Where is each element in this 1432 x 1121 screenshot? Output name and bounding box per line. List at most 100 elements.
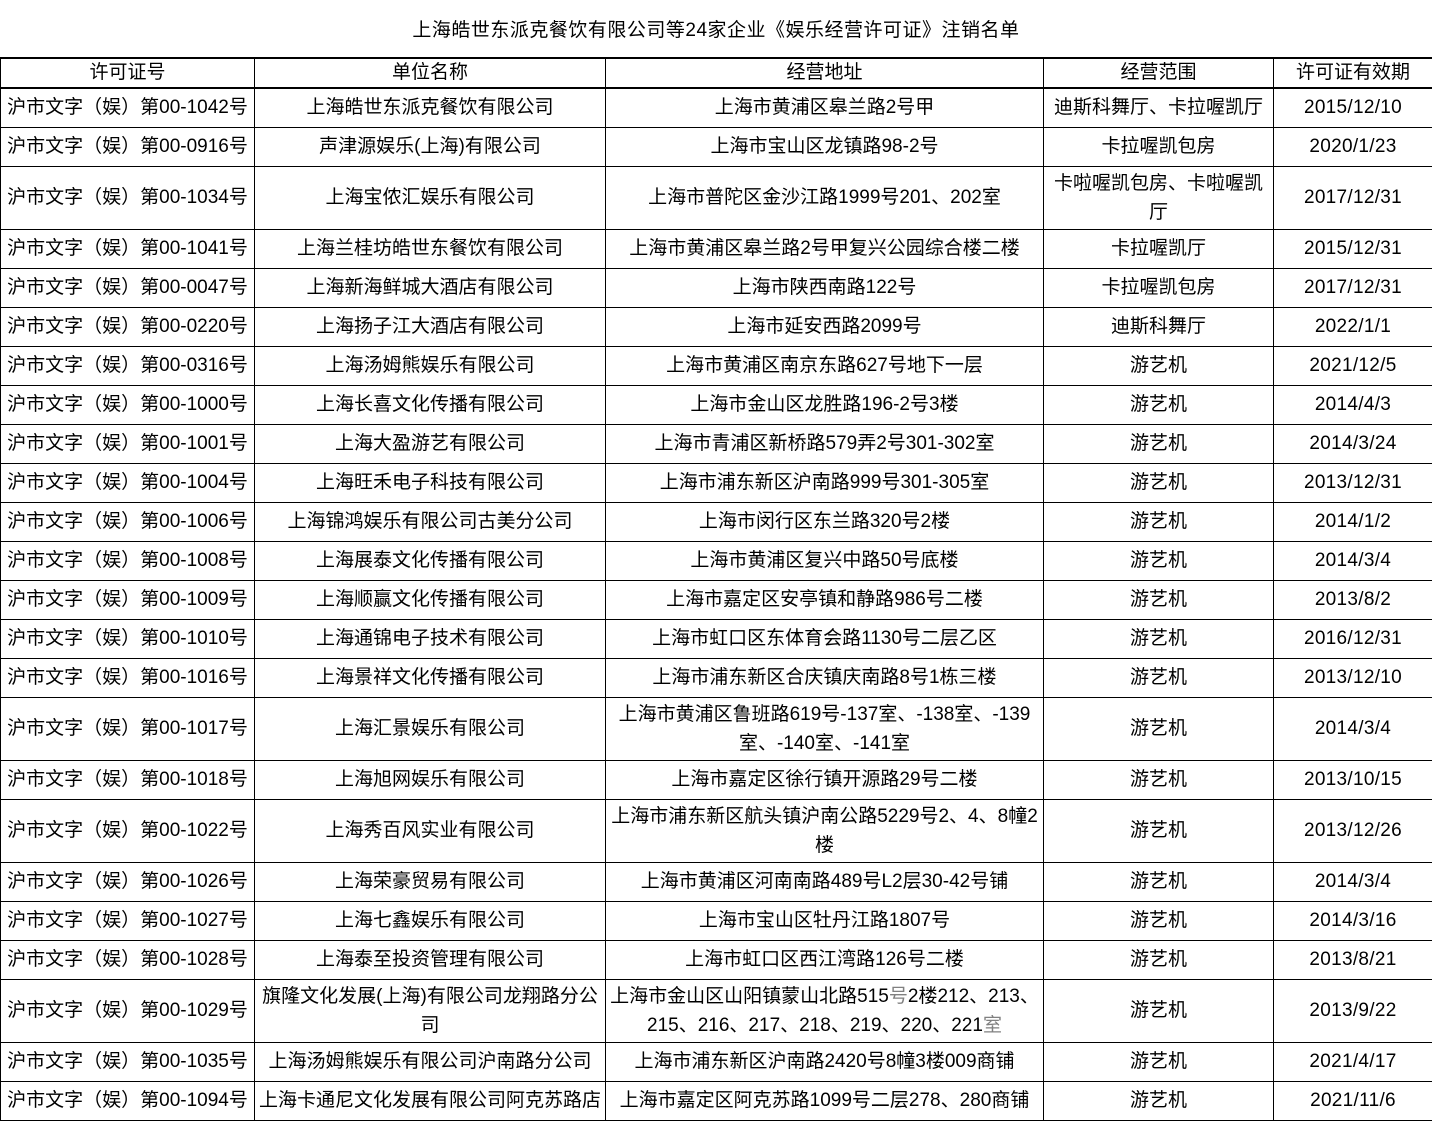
address-cell: 上海市青浦区新桥路579弄2号301-302室 <box>605 423 1044 464</box>
scope-cell: 游艺机 <box>1043 384 1274 425</box>
address-cell: 上海市浦东新区沪南路999号301-305室 <box>605 462 1044 503</box>
table-row: 沪市文字（娱）第00-0916号 声津源娱乐(上海)有限公司 上海市宝山区龙镇路98… <box>0 126 1432 167</box>
expiry-cell: 2021/4/17 <box>1273 1041 1432 1082</box>
table-row: 沪市文字（娱）第00-1042号 上海皓世东派克餐饮有限公司 上海市黄浦区皋兰路2号… <box>0 87 1432 128</box>
license-cell: 沪市文字（娱）第00-1017号 <box>0 696 255 761</box>
table-row: 沪市文字（娱）第00-1027号 上海七鑫娱乐有限公司 上海市宝山区牡丹江路1807… <box>0 900 1432 941</box>
scope-cell: 游艺机 <box>1043 345 1274 386</box>
scope-cell: 游艺机 <box>1043 861 1274 902</box>
table-row: 沪市文字（娱）第00-1041号 上海兰桂坊皓世东餐饮有限公司 上海市黄浦区皋兰路2… <box>0 228 1432 269</box>
license-cell: 沪市文字（娱）第00-1041号 <box>0 228 255 269</box>
license-cell: 沪市文字（娱）第00-1000号 <box>0 384 255 425</box>
table-row: 沪市文字（娱）第00-1010号 上海通锦电子技术有限公司 上海市虹口区东体育会路1… <box>0 618 1432 659</box>
expiry-cell: 2013/10/15 <box>1273 759 1432 800</box>
expiry-cell: 2013/8/2 <box>1273 579 1432 620</box>
col-header-company-name: 单位名称 <box>254 57 606 89</box>
license-cell: 沪市文字（娱）第00-1027号 <box>0 900 255 941</box>
table-row: 沪市文字（娱）第00-1000号 上海长喜文化传播有限公司 上海市金山区龙胜路196… <box>0 384 1432 425</box>
col-header-license-number: 许可证号 <box>0 57 255 89</box>
scope-cell: 卡拉喔凯包房 <box>1043 126 1274 167</box>
license-cell: 沪市文字（娱）第00-1006号 <box>0 501 255 542</box>
table-row: 沪市文字（娱）第00-1035号 上海汤姆熊娱乐有限公司沪南路分公司 上海市浦东新区… <box>0 1041 1432 1082</box>
address-cell: 上海市黄浦区皋兰路2号甲复兴公园综合楼二楼 <box>605 228 1044 269</box>
table-body: 沪市文字（娱）第00-1042号 上海皓世东派克餐饮有限公司 上海市黄浦区皋兰路2号… <box>0 87 1432 1121</box>
license-cell: 沪市文字（娱）第00-1010号 <box>0 618 255 659</box>
page-title: 上海皓世东派克餐饮有限公司等24家企业《娱乐经营许可证》注销名单 <box>412 20 1020 41</box>
expiry-cell: 2014/3/4 <box>1273 696 1432 761</box>
expiry-cell: 2014/3/16 <box>1273 900 1432 941</box>
license-cell: 沪市文字（娱）第00-1001号 <box>0 423 255 464</box>
expiry-cell: 2014/3/4 <box>1273 540 1432 581</box>
address-cell: 上海市虹口区西江湾路126号二楼 <box>605 939 1044 980</box>
company-cell: 上海荣豪贸易有限公司 <box>254 861 606 902</box>
table-row: 沪市文字（娱）第00-1004号 上海旺禾电子科技有限公司 上海市浦东新区沪南路99… <box>0 462 1432 503</box>
company-cell: 上海泰至投资管理有限公司 <box>254 939 606 980</box>
company-cell: 上海七鑫娱乐有限公司 <box>254 900 606 941</box>
expiry-cell: 2015/12/10 <box>1273 87 1432 128</box>
company-cell: 上海汤姆熊娱乐有限公司 <box>254 345 606 386</box>
scope-cell: 游艺机 <box>1043 939 1274 980</box>
company-cell: 上海通锦电子技术有限公司 <box>254 618 606 659</box>
address-cell: 上海市浦东新区沪南路2420号8幢3楼009商铺 <box>605 1041 1044 1082</box>
company-cell: 声津源娱乐(上海)有限公司 <box>254 126 606 167</box>
company-cell: 上海卡通尼文化发展有限公司阿克苏路店 <box>254 1080 606 1121</box>
expiry-cell: 2020/1/23 <box>1273 126 1432 167</box>
scope-cell: 游艺机 <box>1043 462 1274 503</box>
address-cell: 上海市嘉定区安亭镇和静路986号二楼 <box>605 579 1044 620</box>
license-cancellation-table: 许可证号 单位名称 经营地址 经营范围 许可证有效期 沪市文字（娱）第00-10… <box>0 57 1432 1121</box>
table-row: 沪市文字（娱）第00-1016号 上海景祥文化传播有限公司 上海市浦东新区合庆镇庆南… <box>0 657 1432 698</box>
expiry-cell: 2013/12/26 <box>1273 798 1432 863</box>
license-cell: 沪市文字（娱）第00-1026号 <box>0 861 255 902</box>
company-cell: 上海大盈游艺有限公司 <box>254 423 606 464</box>
expiry-cell: 2021/12/5 <box>1273 345 1432 386</box>
address-cell: 上海市黄浦区鲁班路619号-137室、-138室、-139室、-140室、-14… <box>605 696 1044 761</box>
address-cell: 上海市嘉定区徐行镇开源路29号二楼 <box>605 759 1044 800</box>
scope-cell: 游艺机 <box>1043 1080 1274 1121</box>
expiry-cell: 2016/12/31 <box>1273 618 1432 659</box>
scope-cell: 游艺机 <box>1043 501 1274 542</box>
address-cell: 上海市宝山区牡丹江路1807号 <box>605 900 1044 941</box>
table-row: 沪市文字（娱）第00-1028号 上海泰至投资管理有限公司 上海市虹口区西江湾路12… <box>0 939 1432 980</box>
address-segment: 室 <box>982 1014 1002 1036</box>
table-row: 沪市文字（娱）第00-1009号 上海顺赢文化传播有限公司 上海市嘉定区安亭镇和静路… <box>0 579 1432 620</box>
license-cell: 沪市文字（娱）第00-1009号 <box>0 579 255 620</box>
company-cell: 上海皓世东派克餐饮有限公司 <box>254 87 606 128</box>
table-row: 沪市文字（娱）第00-0047号 上海新海鲜城大酒店有限公司 上海市陕西南路122号… <box>0 267 1432 308</box>
address-cell: 上海市黄浦区河南南路489号L2层30-42号铺 <box>605 861 1044 902</box>
license-cell: 沪市文字（娱）第00-0047号 <box>0 267 255 308</box>
address-cell: 上海市陕西南路122号 <box>605 267 1044 308</box>
scope-cell: 游艺机 <box>1043 978 1274 1043</box>
scope-cell: 游艺机 <box>1043 423 1274 464</box>
expiry-cell: 2017/12/31 <box>1273 267 1432 308</box>
address-cell: 上海市闵行区东兰路320号2楼 <box>605 501 1044 542</box>
license-cell: 沪市文字（娱）第00-1016号 <box>0 657 255 698</box>
table-row: 沪市文字（娱）第00-1022号 上海秀百风实业有限公司 上海市浦东新区航头镇沪南公… <box>0 798 1432 863</box>
scope-cell: 游艺机 <box>1043 696 1274 761</box>
address-segment: 号 <box>888 985 908 1007</box>
company-cell: 上海汤姆熊娱乐有限公司沪南路分公司 <box>254 1041 606 1082</box>
expiry-cell: 2014/1/2 <box>1273 501 1432 542</box>
address-cell: 上海市金山区山阳镇蒙山北路515号2楼212、213、215、216、217、2… <box>605 978 1044 1043</box>
company-cell: 上海旺禾电子科技有限公司 <box>254 462 606 503</box>
company-cell: 上海宝侬汇娱乐有限公司 <box>254 165 606 230</box>
address-segment: 上海市金山区山阳镇蒙山北路515 <box>610 985 889 1007</box>
expiry-cell: 2022/1/1 <box>1273 306 1432 347</box>
col-header-business-scope: 经营范围 <box>1043 57 1274 89</box>
scope-cell: 卡拉喔凯包房 <box>1043 267 1274 308</box>
col-header-business-address: 经营地址 <box>605 57 1044 89</box>
address-cell: 上海市黄浦区复兴中路50号底楼 <box>605 540 1044 581</box>
table-row: 沪市文字（娱）第00-0220号 上海扬子江大酒店有限公司 上海市延安西路2099号… <box>0 306 1432 347</box>
expiry-cell: 2015/12/31 <box>1273 228 1432 269</box>
license-cell: 沪市文字（娱）第00-1028号 <box>0 939 255 980</box>
table-row: 沪市文字（娱）第00-1008号 上海展泰文化传播有限公司 上海市黄浦区复兴中路50… <box>0 540 1432 581</box>
company-cell: 上海扬子江大酒店有限公司 <box>254 306 606 347</box>
scope-cell: 游艺机 <box>1043 1041 1274 1082</box>
company-cell: 上海锦鸿娱乐有限公司古美分公司 <box>254 501 606 542</box>
scope-cell: 游艺机 <box>1043 657 1274 698</box>
license-cell: 沪市文字（娱）第00-1004号 <box>0 462 255 503</box>
company-cell: 上海顺赢文化传播有限公司 <box>254 579 606 620</box>
company-cell: 上海长喜文化传播有限公司 <box>254 384 606 425</box>
address-cell: 上海市宝山区龙镇路98-2号 <box>605 126 1044 167</box>
address-cell: 上海市黄浦区南京东路627号地下一层 <box>605 345 1044 386</box>
table-row: 沪市文字（娱）第00-1034号 上海宝侬汇娱乐有限公司 上海市普陀区金沙江路199… <box>0 165 1432 230</box>
